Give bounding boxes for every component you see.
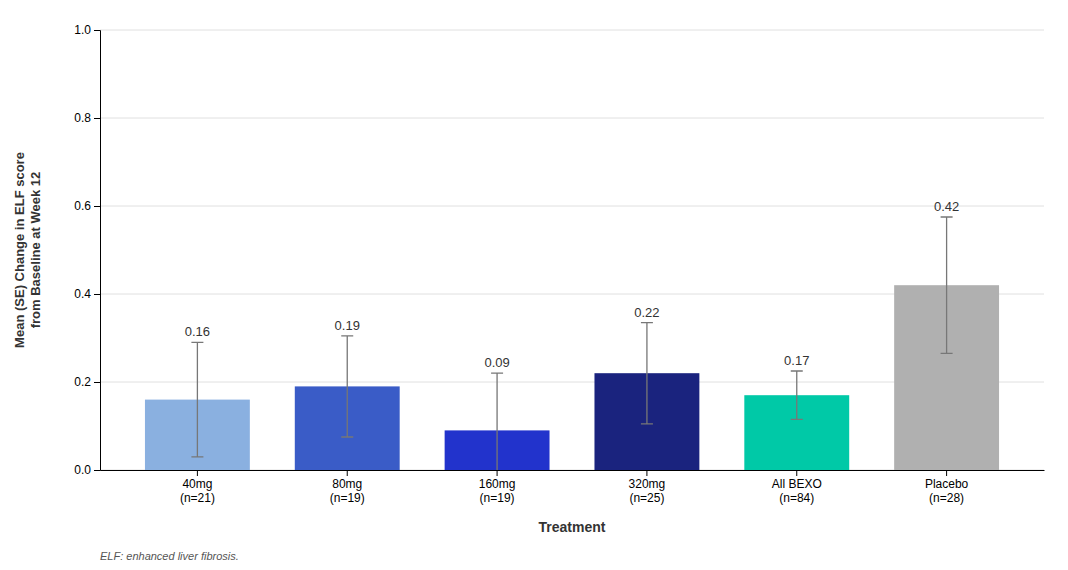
- marks: [145, 217, 999, 470]
- error-bar: [641, 323, 653, 424]
- y-tick: 0.6: [74, 199, 100, 213]
- x-tick: 320mg(n=25): [629, 470, 666, 505]
- x-tick: Placebo(n=28): [925, 470, 969, 505]
- y-tick-mark: [94, 206, 100, 207]
- x-tick: 40mg(n=21): [180, 470, 215, 505]
- x-tick-label: 320mg(n=25): [629, 477, 666, 505]
- x-tick-mark: [646, 470, 647, 476]
- y-tick-mark: [94, 30, 100, 31]
- y-tick-mark: [94, 382, 100, 383]
- x-tick-mark: [497, 470, 498, 476]
- x-tick: All BEXO(n=84): [772, 470, 822, 505]
- grid-line: [100, 30, 1044, 31]
- x-axis-line: [101, 470, 1045, 471]
- footnote: ELF: enhanced liver fibrosis.: [100, 550, 239, 562]
- error-bar: [941, 217, 953, 353]
- x-axis: 40mg(n=21) 80mg(n=19) 160mg(n=19) 320mg(n=2…: [101, 470, 1045, 505]
- y-axis-title: Mean (SE) Change in ELF scorefrom Baseli…: [12, 152, 43, 348]
- y-tick-label: 1.0: [74, 23, 91, 37]
- y-tick-label: 0.4: [74, 287, 91, 301]
- data-label: 0.42: [934, 199, 959, 214]
- y-tick: 0.4: [74, 287, 100, 301]
- x-tick-label: 80mg(n=19): [330, 477, 365, 505]
- y-tick: 0.2: [74, 375, 100, 389]
- y-tick-mark: [94, 294, 100, 295]
- error-bar: [191, 342, 203, 456]
- y-axis-line: [94, 31, 101, 471]
- x-axis-title: Treatment: [539, 519, 606, 535]
- data-label: 0.19: [335, 318, 360, 333]
- y-tick-label: 0.8: [74, 111, 91, 125]
- x-tick-label: Placebo(n=28): [925, 477, 969, 505]
- y-tick: 0.8: [74, 111, 100, 125]
- y-tick-label: 0.6: [74, 199, 91, 213]
- grid: [100, 30, 1044, 470]
- y-tick-mark: [94, 118, 100, 119]
- x-tick-label: 40mg(n=21): [180, 477, 215, 505]
- x-tick: 80mg(n=19): [330, 470, 365, 505]
- x-tick-mark: [796, 470, 797, 476]
- y-tick: 0.0: [74, 463, 100, 477]
- y-tick: 1.0: [74, 23, 100, 37]
- x-tick-mark: [347, 470, 348, 476]
- error-bar: [791, 371, 803, 419]
- x-tick-label: All BEXO(n=84): [772, 477, 822, 505]
- data-label: 0.17: [784, 353, 809, 368]
- x-tick-mark: [197, 470, 198, 476]
- data-label: 0.22: [634, 305, 659, 320]
- error-bar: [491, 373, 503, 470]
- x-tick-mark: [946, 470, 947, 476]
- data-label: 0.09: [484, 355, 509, 370]
- x-tick: 160mg(n=19): [479, 470, 516, 505]
- x-tick-label: 160mg(n=19): [479, 477, 516, 505]
- y-tick-mark: [94, 470, 100, 471]
- plot-area: 0.0 0.2 0.4 0.6 0.8 1.0 40mg(n=21) 80mg(n=19) 16…: [74, 23, 1044, 505]
- grid-line: [100, 118, 1044, 119]
- data-labels: 0.16 0.19 0.09 0.22 0.17 0.42: [185, 199, 960, 370]
- data-label: 0.16: [185, 324, 210, 339]
- y-axis: 0.0 0.2 0.4 0.6 0.8 1.0: [74, 23, 100, 477]
- y-tick-label: 0.2: [74, 375, 91, 389]
- grid-line: [100, 206, 1044, 207]
- chart: 0.0 0.2 0.4 0.6 0.8 1.0 40mg(n=21) 80mg(n=19) 16…: [0, 0, 1068, 570]
- y-tick-label: 0.0: [74, 463, 91, 477]
- error-bar: [341, 336, 353, 437]
